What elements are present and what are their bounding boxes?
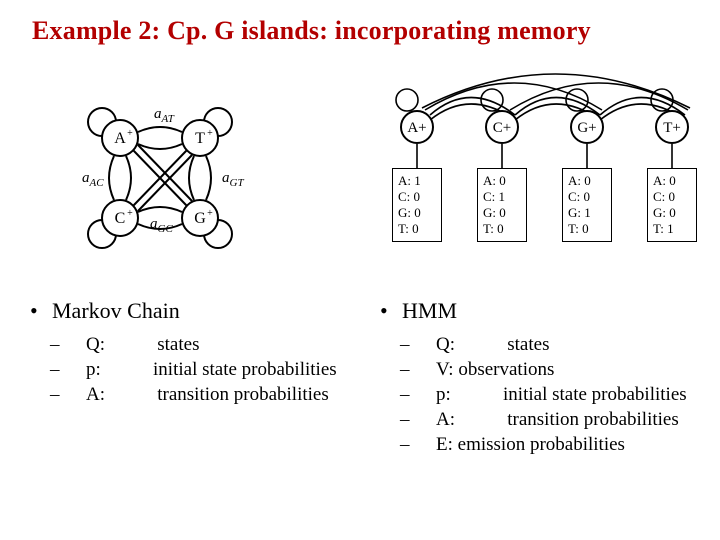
list-item: E: emission probabilities (418, 432, 700, 457)
list-item: p: initial state probabilities (68, 357, 350, 382)
list-item: p: initial state probabilities (418, 382, 700, 407)
markov-col: Markov Chain Q: states p: initial state … (30, 298, 350, 457)
list-item: A: transition probabilities (68, 382, 350, 407)
svg-text:+: + (207, 208, 213, 219)
markov-chain-diagram: A + T + C + G + aAT aAC aGT aGC (40, 60, 300, 260)
svg-text:T: T (195, 130, 205, 147)
svg-text:+: + (127, 208, 133, 219)
markov-node-t: T + (182, 120, 218, 156)
markov-node-a: A + (102, 120, 138, 156)
svg-text:+: + (207, 128, 213, 139)
hmm-heading: HMM (402, 298, 457, 323)
emission-box-c: A: 0 C: 1 G: 0 T: 0 (477, 168, 527, 242)
svg-text:A: A (114, 130, 126, 147)
svg-text:C: C (115, 210, 126, 227)
emission-box-t: A: 0 C: 0 G: 0 T: 1 (647, 168, 697, 242)
markov-node-g: G + (182, 200, 218, 236)
markov-heading: Markov Chain (52, 298, 180, 323)
hmm-col: HMM Q: states V: observations p: initial… (380, 298, 700, 457)
emission-box-g: A: 0 C: 0 G: 1 T: 0 (562, 168, 612, 242)
hmm-node-c: C+ (485, 110, 519, 144)
svg-text:+: + (127, 128, 133, 139)
list-item: V: observations (418, 357, 700, 382)
markov-node-c: C + (102, 200, 138, 236)
list-item: Q: states (68, 332, 350, 357)
edge-label-gt: aGT (222, 170, 244, 189)
list-item: A: transition probabilities (418, 407, 700, 432)
svg-text:G: G (194, 210, 206, 227)
hmm-node-t: T+ (655, 110, 689, 144)
emission-box-a: A: 1 C: 0 G: 0 T: 0 (392, 168, 442, 242)
list-item: Q: states (418, 332, 700, 357)
edge-label-ac: aAC (82, 170, 104, 189)
hmm-diagram: A+ C+ G+ T+ A: 1 C: 0 G: 0 T: 0 A: 0 C: … (370, 70, 700, 270)
edge-label-gc: aGC (150, 216, 173, 235)
page-title: Example 2: Cp. G islands: incorporating … (32, 16, 591, 46)
hmm-node-g: G+ (570, 110, 604, 144)
hmm-node-a: A+ (400, 110, 434, 144)
edge-label-at: aAT (154, 106, 175, 125)
